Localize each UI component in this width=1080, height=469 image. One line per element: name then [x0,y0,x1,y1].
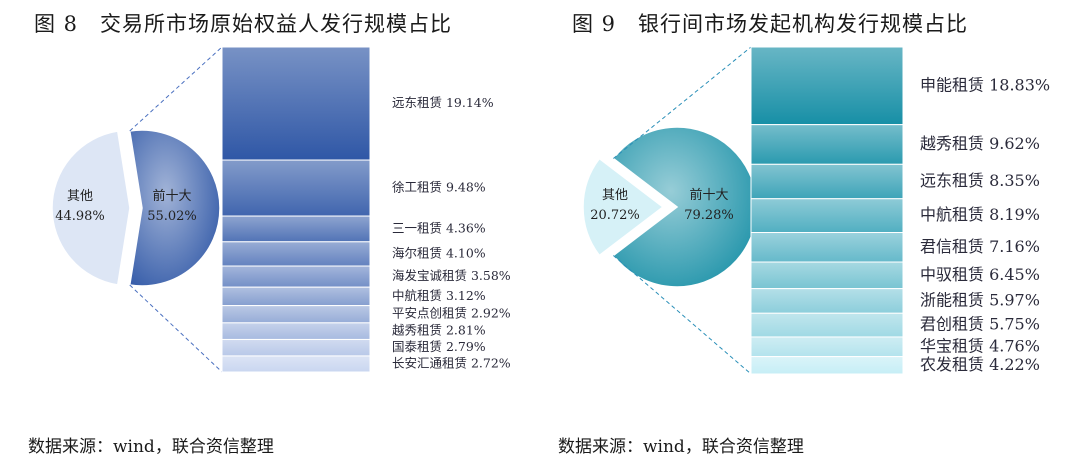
connector-line-top [129,46,223,132]
segment-label-8: 越秀租赁 2.81% [392,323,486,338]
stack-segment-3 [750,163,904,200]
segment-label-9: 国泰租赁 2.79% [392,339,486,354]
stack-segment-8 [750,312,904,338]
pie-value-top-ten: 79.28% [684,208,734,223]
segment-label-2: 徐工租赁 9.48% [392,180,486,195]
stack-segment-5 [750,232,904,263]
data-source: 数据来源：wind，联合资信整理 [28,437,274,457]
segment-label-2: 越秀租赁 9.62% [920,134,1040,153]
stack-segment-7 [750,288,904,314]
stack-segment-2 [750,124,904,165]
pie-value-other: 44.98% [55,209,105,224]
stack-segment-8 [221,322,371,340]
segment-label-1: 远东租赁 19.14% [392,95,494,110]
segment-label-6: 中航租赁 3.12% [392,288,486,303]
stack-segment-5 [221,265,371,288]
segment-label-7: 浙能租赁 5.97% [920,290,1040,309]
stack-segment-10 [750,356,904,375]
pie-label-other: 其他 [602,188,628,203]
segment-label-5: 君信租赁 7.16% [920,237,1040,256]
pie-label-top-ten: 前十大 [152,188,191,204]
segment-label-4: 中航租赁 8.19% [920,205,1040,224]
figure-title: 图 8 交易所市场原始权益人发行规模占比 [34,12,453,36]
stack-segment-4 [221,241,371,267]
segment-label-3: 三一租赁 4.36% [392,220,486,235]
segment-label-10: 长安汇通租赁 2.72% [392,355,511,370]
segment-label-9: 华宝租赁 4.76% [920,336,1040,355]
bar-of-pie-chart: 其他 20.72% 前十大 79.28% 申能租赁 18.83% 越秀租赁 9.62% 远东… [582,46,1050,375]
chart-interbank-market: 图 9 银行间市场发起机构发行规模占比 其他 20.72% 前十大 79.28% 申能租… [540,0,1080,469]
stack-segment-9 [750,336,904,358]
stack-segment-4 [750,198,904,234]
connector-line-top [613,46,752,159]
stack-segment-6 [750,261,904,290]
pie-label-top-ten: 前十大 [689,187,728,203]
segment-label-4: 海尔租赁 4.10% [392,245,486,260]
segment-label-8: 君创租赁 5.75% [920,315,1040,334]
figure-title: 图 9 银行间市场发起机构发行规模占比 [572,12,969,36]
data-source: 数据来源：wind，联合资信整理 [558,437,804,457]
segment-label-1: 申能租赁 18.83% [920,75,1050,94]
segment-label-10: 农发租赁 4.22% [920,355,1040,374]
stack-segment-1 [221,46,371,161]
segment-label-6: 中驭租赁 6.45% [920,265,1040,284]
connector-line-bottom [129,284,223,373]
stack-segment-7 [221,305,371,324]
pie-label-other: 其他 [67,189,93,204]
stack-segment-6 [221,286,371,307]
stack-segment-3 [221,215,371,243]
pie-slice-top-ten [128,129,221,287]
stack-segment-2 [221,159,371,217]
bar-of-pie-chart: 其他 44.98% 前十大 55.02% 远东租赁 19.14% 徐工租赁 9.48% 三一… [51,46,511,373]
pie-slice-other [582,157,665,257]
pie-value-top-ten: 55.02% [147,209,197,224]
connector-line-bottom [613,255,752,375]
stack-segment-10 [221,355,371,373]
stack-segment-1 [750,46,904,126]
pie-value-other: 20.72% [590,208,640,223]
segment-label-7: 平安点创租赁 2.92% [392,306,511,321]
stack-segment-9 [221,338,371,357]
pie-slice-other [51,130,131,286]
chart-exchange-market: 图 8 交易所市场原始权益人发行规模占比 其他 44.98% 前十大 55.02% 远东… [28,12,511,457]
segment-label-3: 远东租赁 8.35% [920,171,1040,190]
segment-label-5: 海发宝诚租赁 3.58% [392,268,511,283]
